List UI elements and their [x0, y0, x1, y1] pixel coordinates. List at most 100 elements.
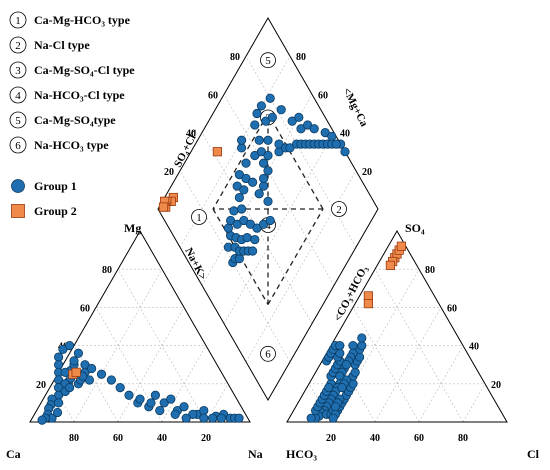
- cation-point: [170, 409, 180, 419]
- tick-cation-left: 80: [102, 265, 112, 276]
- diamond-point: [263, 135, 273, 145]
- zone-2-label: 2: [336, 204, 342, 216]
- cation-point: [234, 413, 244, 423]
- legend-type-1-number: 1: [15, 15, 21, 27]
- cation-point: [53, 398, 64, 408]
- diamond-point: [250, 234, 260, 245]
- tick-anion-right: 20: [491, 380, 501, 391]
- anion-grid-line: [374, 269, 464, 423]
- tick-cation-bottom: 20: [201, 433, 211, 444]
- cation-point: [37, 415, 47, 425]
- legend-type-4-number: 4: [15, 90, 21, 102]
- diamond-label-mg-ca: <Mg+Ca: [340, 86, 370, 129]
- legend-type-1-label: Ca-Mg-HCO₃ type: [34, 13, 131, 27]
- diamond-point: [254, 189, 264, 199]
- anion-point: [337, 383, 347, 393]
- cation-point: [53, 352, 64, 362]
- legend-type-5-number: 5: [15, 115, 21, 127]
- diamond-label-na-k: Na+K>: [182, 246, 208, 282]
- anion-point: [330, 402, 340, 412]
- diamond-grid-line: [223, 132, 335, 324]
- diamond-grid-line: [245, 170, 357, 362]
- diamond-point: [241, 158, 251, 168]
- zone-line: [267, 208, 324, 305]
- tick-diamond-right: 80: [296, 52, 306, 63]
- cation-point: [166, 394, 176, 404]
- diamond-point: [234, 254, 244, 264]
- corner-label-ca: Ca: [6, 447, 21, 461]
- tick-anion-bottom: 60: [414, 433, 424, 444]
- cation-point: [124, 390, 134, 400]
- diamond-point: [237, 204, 247, 214]
- diamond-point: [234, 192, 244, 203]
- diamond-point: [254, 135, 264, 145]
- zone-1-label: 1: [196, 212, 202, 224]
- zone-5-circle: [260, 52, 276, 69]
- zone-5-label: 5: [265, 55, 271, 67]
- cation-grid-line: [117, 269, 207, 423]
- anion-grid-line: [352, 307, 420, 423]
- tick-anion-right: 80: [425, 265, 435, 276]
- cation-grid-line: [73, 269, 163, 423]
- tick-anion-right: 60: [447, 303, 457, 314]
- anion-point: [324, 383, 334, 393]
- tick-diamond-right: 40: [340, 129, 350, 140]
- legend-type-5-label: Ca-Mg-SO₄type: [34, 113, 116, 127]
- zone-line: [267, 113, 324, 210]
- tick-cation-bottom: 40: [157, 433, 167, 444]
- legend-type-5-circle: [9, 111, 27, 129]
- cation-point: [146, 398, 156, 408]
- tick-cation-bottom: 60: [113, 433, 123, 444]
- anion-point: [348, 340, 358, 351]
- data-points: [37, 93, 407, 425]
- anion-point: [363, 291, 374, 301]
- diamond-grid-line: [201, 94, 313, 286]
- diamond-point: [242, 233, 252, 243]
- legend-group1-marker: [11, 179, 25, 193]
- anion-point: [357, 340, 367, 351]
- anion-point: [341, 360, 351, 370]
- legend-type-3-label: Ca-Mg-SO₄-Cl type: [34, 63, 135, 77]
- diamond-point: [309, 124, 319, 134]
- cation-point: [87, 363, 97, 374]
- cation-point: [199, 413, 209, 423]
- tick-diamond-left: 20: [164, 167, 174, 178]
- cation-point: [199, 405, 209, 416]
- diamond-point: [237, 143, 247, 153]
- cation-point: [106, 375, 117, 385]
- zone-4-label: 4: [265, 220, 271, 232]
- legend-group-label: Group 2: [34, 204, 77, 218]
- cation-point: [52, 407, 63, 418]
- cation-triangle: [29, 229, 251, 423]
- diamond-point: [248, 246, 258, 256]
- diamond-point: [331, 139, 341, 149]
- cation-point: [115, 383, 125, 393]
- cation-point: [155, 405, 165, 416]
- legend-type-3-number: 3: [15, 65, 21, 77]
- diamond-point: [263, 196, 273, 206]
- diamond-point: [294, 112, 304, 122]
- diamond-grid-line: [179, 170, 291, 362]
- cation-point: [179, 402, 189, 412]
- anion-point: [335, 340, 345, 351]
- cation-point: [181, 413, 191, 423]
- diamond-frame: [157, 16, 379, 402]
- diamond-point: [256, 101, 266, 111]
- cation-point: [216, 413, 226, 423]
- legend-type-1-circle: [9, 11, 27, 29]
- corner-label-cl: Cl: [527, 447, 540, 461]
- diamond-point: [212, 147, 222, 157]
- corner-label-na: Na: [248, 447, 263, 461]
- legend-type-2-label: Na-Cl type: [34, 38, 90, 52]
- diamond-grid-line: [201, 132, 313, 324]
- diamond-point: [248, 177, 258, 187]
- diamond-point: [265, 215, 275, 226]
- diamond-point: [258, 173, 269, 184]
- zone-labels: 123456: [191, 52, 347, 362]
- zone-6-circle: [260, 345, 276, 362]
- tick-diamond-right: 60: [318, 90, 328, 101]
- corner-label-hco3: HCO₃: [286, 447, 317, 461]
- diamond-point: [258, 158, 269, 168]
- diamond-point: [239, 185, 249, 195]
- anion-point: [363, 298, 374, 309]
